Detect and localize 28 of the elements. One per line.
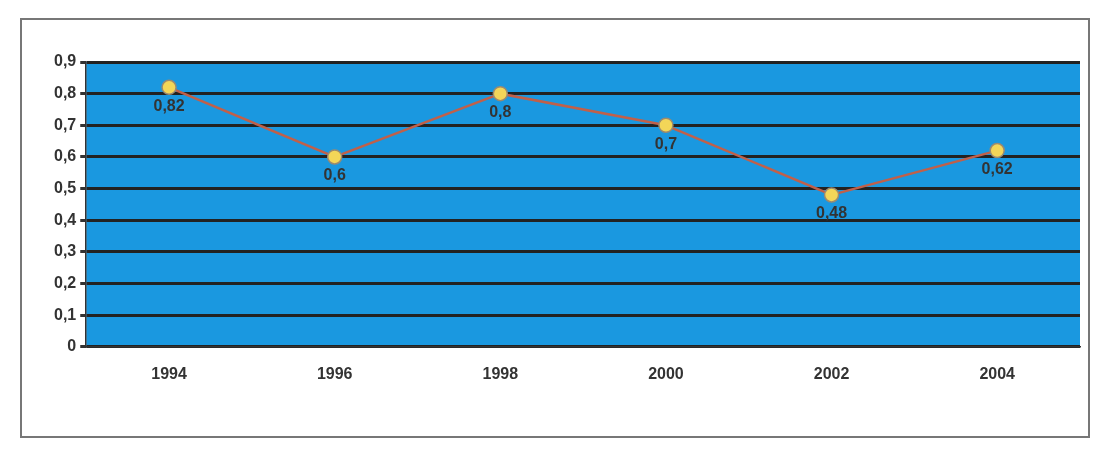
data-label: 0,8 [489, 103, 512, 121]
y-tick-label: 0,6 [53, 147, 77, 165]
y-tick-label: 0,3 [53, 242, 77, 260]
point [658, 117, 674, 134]
point [492, 85, 509, 102]
y-tick-label: 0,4 [53, 210, 77, 228]
point [823, 187, 840, 203]
y-tick-label: 0,7 [53, 115, 77, 133]
x-tick-label: 2000 [648, 364, 684, 382]
data-label: 0,62 [981, 160, 1013, 178]
x-tick-label: 1998 [482, 364, 519, 382]
x-tick-label: 2004 [979, 364, 1016, 382]
y-tick-label: 0 [67, 337, 77, 355]
data-label: 0,48 [815, 204, 848, 222]
x-tick-label: 2002 [813, 364, 850, 382]
data-label: 0,82 [153, 96, 185, 114]
y-tick-label: 0,5 [53, 178, 77, 196]
y-tick-label: 0,2 [53, 273, 77, 291]
x-tick-label: 1994 [151, 364, 187, 382]
data-label: 0,6 [323, 166, 346, 184]
point [326, 149, 343, 165]
y-tick-label: 0,1 [53, 305, 77, 323]
y-tick-label: 0,8 [53, 84, 77, 102]
data-label: 0,7 [654, 134, 678, 152]
point [989, 142, 1005, 159]
x-tick-label: 1996 [316, 364, 353, 382]
y-tick-label: 0,9 [53, 52, 77, 70]
point [161, 79, 177, 96]
